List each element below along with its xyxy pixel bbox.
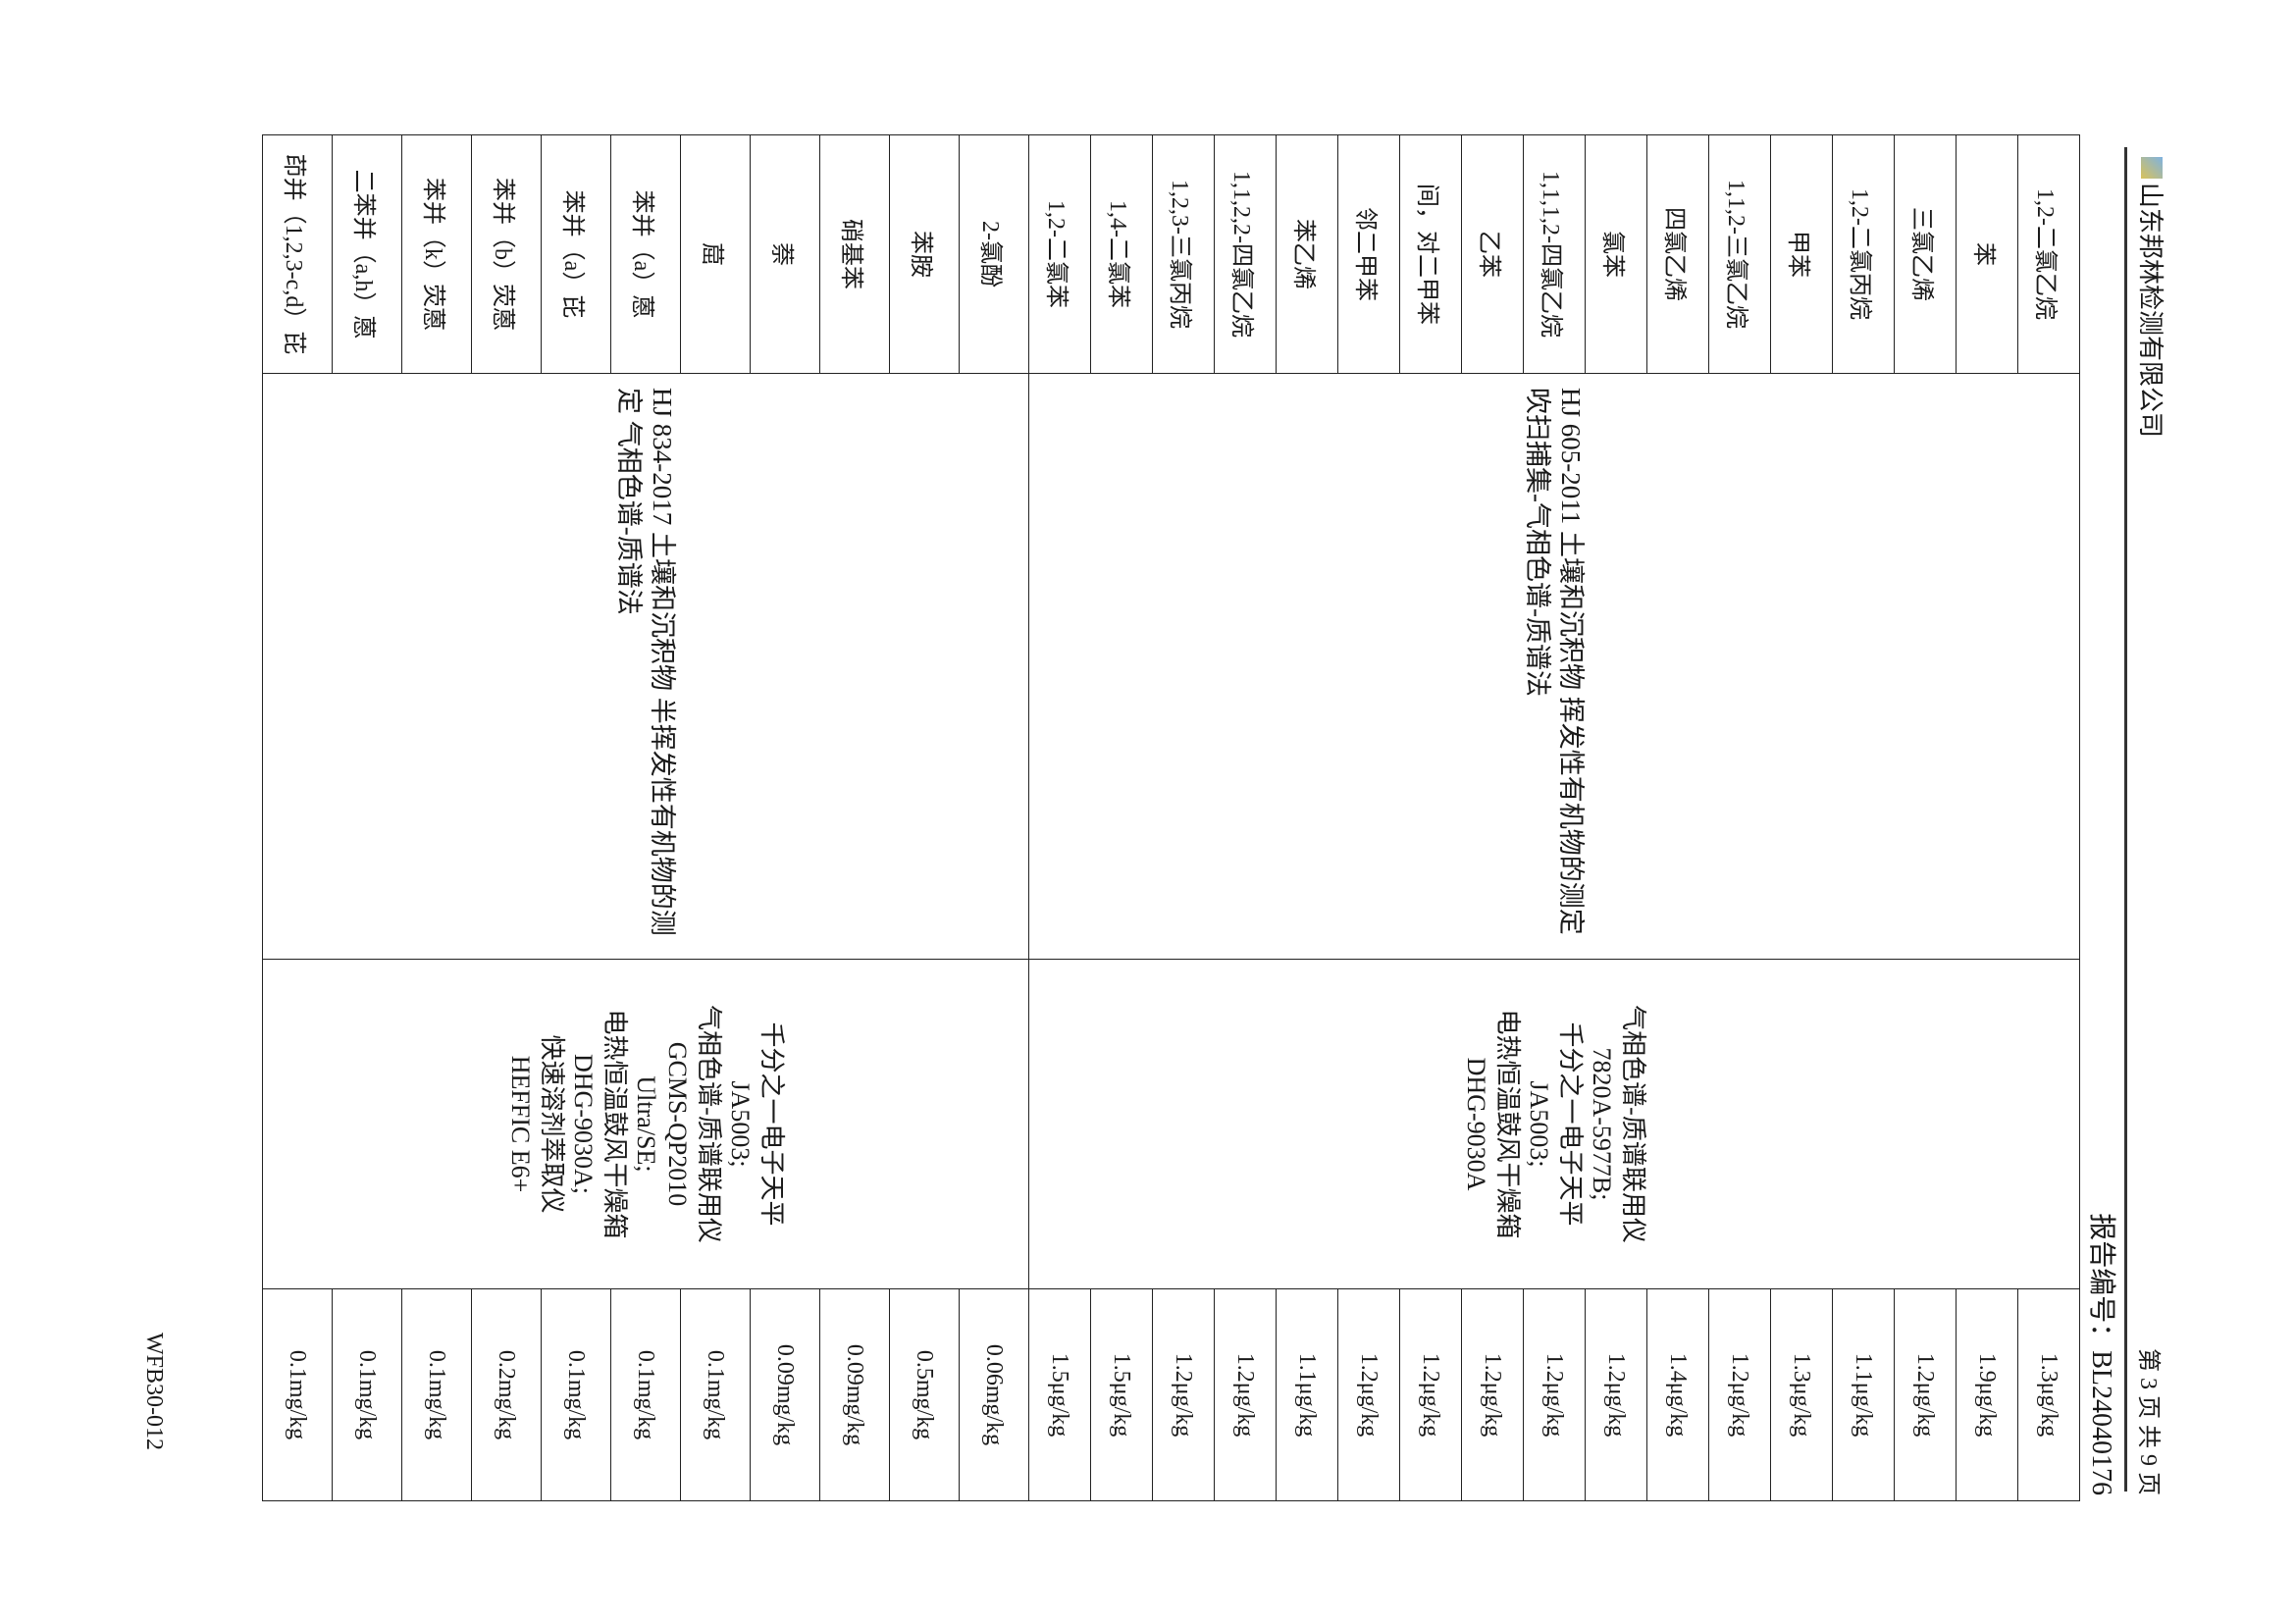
detection-limit: 0.1mg/kg <box>401 1288 472 1501</box>
item-name: 二苯并（a,h）蒽 <box>332 134 402 374</box>
detection-limit-table: 1,2-二氯乙烷 HJ 605-2011 土壤和沉积物 挥发性有机物的测定 吹扫捕… <box>262 134 2080 1501</box>
form-code: WFB30-012 <box>141 1333 167 1450</box>
equipment-list: 气相色谱-质谱联用仪 7820A-5977B; 千分之一电子天平 JA5003; 电热恒… <box>1028 959 2080 1289</box>
item-name: 1,1,2,2-四氯乙烷 <box>1214 134 1277 374</box>
item-name: 苯并（a）芘 <box>541 134 611 374</box>
item-name: 苯胺 <box>889 134 960 374</box>
equipment-line: 气相色谱-质谱联用仪 <box>695 1005 723 1243</box>
detection-limit: 1.1μg/kg <box>1832 1288 1895 1501</box>
item-name: 1,2-二氯苯 <box>1028 134 1091 374</box>
item-name: 甲苯 <box>1770 134 1833 374</box>
equipment-line: Ultra/SE; <box>632 1075 660 1173</box>
detection-limit: 1.2μg/kg <box>1337 1288 1400 1501</box>
equipment-line: 千分之一电子天平 <box>1556 1021 1585 1227</box>
table-row: 2-氯酚 HJ 834-2017 土壤和沉积物 半挥发性有机物的测定 气相色谱-质… <box>262 134 1029 1501</box>
detection-limit: 0.1mg/kg <box>262 1288 333 1501</box>
item-name: 乙苯 <box>1461 134 1524 374</box>
item-name: 四氯乙烯 <box>1646 134 1709 374</box>
equipment-line: JA5003; <box>1525 1080 1553 1168</box>
item-name: 硝基苯 <box>819 134 890 374</box>
item-name: 三氯乙烯 <box>1894 134 1957 374</box>
equipment-line: 7820A-5977B; <box>1588 1047 1616 1201</box>
detection-limit: 1.2μg/kg <box>1461 1288 1524 1501</box>
detection-limit: 0.1mg/kg <box>332 1288 402 1501</box>
detection-limit: 1.2μg/kg <box>1708 1288 1771 1501</box>
detection-limit: 1.2μg/kg <box>1523 1288 1586 1501</box>
detection-limit: 1.2μg/kg <box>1152 1288 1215 1501</box>
company-header: 山东邦林检测有限公司 <box>2134 157 2170 438</box>
item-name: 萘 <box>750 134 820 374</box>
detection-limit: 1.5μg/kg <box>1028 1288 1091 1501</box>
detection-limit: 1.1μg/kg <box>1276 1288 1338 1501</box>
equipment-list: 千分之一电子天平 JA5003; 气相色谱-质谱联用仪 GCMS-QP2010 Ultr… <box>262 959 1029 1289</box>
item-name: 1,2-二氯丙烷 <box>1832 134 1895 374</box>
detection-limit: 1.9μg/kg <box>1956 1288 2018 1501</box>
equipment-line: DHG-9030A <box>1462 1057 1490 1191</box>
detection-limit: 0.2mg/kg <box>471 1288 542 1501</box>
detection-limit: 1.2μg/kg <box>1399 1288 1462 1501</box>
item-name: 苯并（a）蒽 <box>610 134 681 374</box>
detection-limit: 0.1mg/kg <box>541 1288 611 1501</box>
item-name: 1,2,3-三氯丙烷 <box>1152 134 1215 374</box>
company-name: 山东邦林检测有限公司 <box>2135 183 2165 439</box>
equipment-line: 电热恒温鼓风干燥箱 <box>1493 1009 1522 1239</box>
equipment-line: DHG-9030A; <box>569 1054 598 1194</box>
detection-limit: 1.5μg/kg <box>1090 1288 1153 1501</box>
detection-limit: 1.4μg/kg <box>1646 1288 1709 1501</box>
item-name: 邻二甲苯 <box>1337 134 1400 374</box>
item-name: 氯苯 <box>1585 134 1647 374</box>
detection-limit: 0.1mg/kg <box>610 1288 681 1501</box>
method-standard: HJ 605-2011 土壤和沉积物 挥发性有机物的测定 吹扫捕集-气相色谱-质… <box>1028 373 2080 960</box>
equipment-line: 电热恒温鼓风干燥箱 <box>600 1009 629 1239</box>
detection-limit: 1.2μg/kg <box>1214 1288 1277 1501</box>
equipment-line: 气相色谱-质谱联用仪 <box>1619 1005 1647 1243</box>
detection-limit: 1.2μg/kg <box>1894 1288 1957 1501</box>
equipment-line: 千分之一电子天平 <box>757 1021 786 1227</box>
item-name: 苯并（b）荧蒽 <box>471 134 542 374</box>
item-name: 苯并（k）荧蒽 <box>401 134 472 374</box>
page-info: 第 3 页 共 9 页 <box>2135 1348 2161 1495</box>
item-name: 茚并（1,2,3-c,d）芘 <box>262 134 333 374</box>
item-name: 2-氯酚 <box>959 134 1029 374</box>
header-divider <box>2124 147 2127 1492</box>
detection-limit: 0.06mg/kg <box>959 1288 1029 1501</box>
item-name: 苯 <box>1956 134 2018 374</box>
detection-limit: 0.5mg/kg <box>889 1288 960 1501</box>
detection-limit: 1.3μg/kg <box>1770 1288 1833 1501</box>
company-logo-icon <box>2141 157 2164 179</box>
equipment-line: JA5003; <box>726 1080 755 1168</box>
item-name: 间，对二甲苯 <box>1399 134 1462 374</box>
detection-limit: 0.1mg/kg <box>680 1288 751 1501</box>
report-number: 报告编号：BL24040176 <box>2086 1213 2116 1495</box>
equipment-line: GCMS-QP2010 <box>663 1041 692 1207</box>
equipment-line: HEFFIC E6+ <box>506 1055 535 1193</box>
detection-limit: 1.2μg/kg <box>1585 1288 1647 1501</box>
equipment-line: 快速溶剂萃取仪 <box>538 1034 566 1214</box>
method-standard: HJ 834-2017 土壤和沉积物 半挥发性有机物的测定 气相色谱-质谱法 <box>262 373 1029 960</box>
detection-limit: 0.09mg/kg <box>750 1288 820 1501</box>
item-name: 䓛 <box>680 134 751 374</box>
item-name: 1,1,2-三氯乙烷 <box>1708 134 1771 374</box>
item-name: 苯乙烯 <box>1276 134 1338 374</box>
detection-limit: 1.3μg/kg <box>2017 1288 2080 1501</box>
detection-limit: 0.09mg/kg <box>819 1288 890 1501</box>
item-name: 1,2-二氯乙烷 <box>2017 134 2080 374</box>
item-name: 1,1,1,2-四氯乙烷 <box>1523 134 1586 374</box>
table-row: 1,2-二氯乙烷 HJ 605-2011 土壤和沉积物 挥发性有机物的测定 吹扫捕… <box>1028 134 2080 1501</box>
item-name: 1,4-二氯苯 <box>1090 134 1153 374</box>
